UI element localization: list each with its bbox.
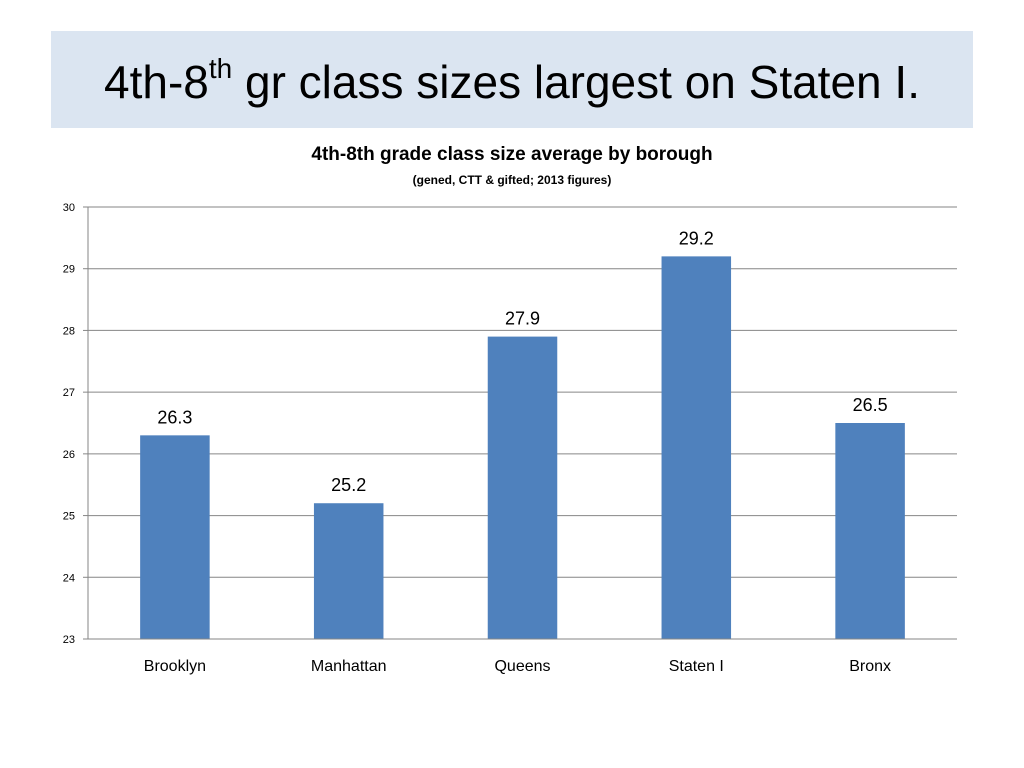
data-label: 25.2 [331, 475, 366, 495]
data-label: 27.9 [505, 309, 540, 329]
y-tick-label: 28 [63, 325, 75, 337]
x-category-label: Queens [494, 658, 550, 675]
title-banner: 4th-8th gr class sizes largest on Staten… [51, 31, 973, 128]
bar [487, 336, 558, 639]
bar [140, 435, 210, 639]
slide-title: 4th-8th gr class sizes largest on Staten… [104, 52, 920, 108]
x-category-label: Staten I [669, 658, 724, 675]
data-label: 26.5 [853, 395, 888, 415]
data-label: 29.2 [679, 228, 714, 248]
bar [661, 256, 732, 639]
x-category-label: Bronx [849, 658, 891, 675]
chart-subtitle: (gened, CTT & gifted; 2013 figures) [412, 173, 612, 187]
x-category-label: Brooklyn [144, 658, 206, 675]
y-tick-label: 23 [63, 634, 75, 646]
slide-title-main: 4th-8 [104, 55, 209, 108]
data-label: 26.3 [157, 407, 192, 427]
y-tick-label: 26 [63, 449, 75, 461]
slide-title-superscript: th [208, 52, 233, 84]
x-category-label: Manhattan [311, 658, 387, 675]
y-tick-label: 29 [63, 264, 75, 276]
y-tick-label: 30 [63, 202, 75, 214]
y-tick-label: 27 [63, 387, 75, 399]
chart-title: 4th-8th grade class size average by boro… [311, 144, 713, 165]
slide-title-rest: gr class sizes largest on Staten I. [232, 55, 920, 108]
bar [313, 503, 384, 639]
y-tick-label: 24 [63, 572, 75, 584]
y-tick-label: 25 [63, 511, 75, 523]
bar [835, 423, 905, 639]
